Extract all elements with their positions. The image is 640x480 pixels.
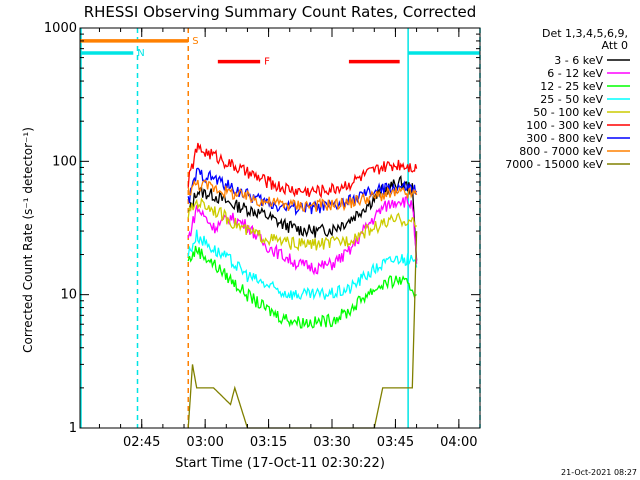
y-tick-label: 1000 — [44, 21, 77, 36]
flag-label: F — [264, 57, 270, 68]
legend-entry-label: 25 - 50 keV — [540, 93, 603, 106]
y-tick-label: 1 — [69, 421, 77, 436]
y-axis-label: Corrected Count Rate (s⁻¹ detector⁻¹) — [21, 127, 35, 353]
series-line — [187, 245, 417, 329]
y-axis: 1 10 100 1000 — [44, 21, 480, 436]
y-tick-label: 100 — [52, 154, 77, 169]
timestamp: 21-Oct-2021 08:27 — [561, 468, 637, 477]
x-tick-label: 02:45 — [123, 435, 160, 450]
flag-label: S — [192, 36, 198, 47]
flag-label: N — [137, 48, 144, 59]
chart-title: RHESSI Observing Summary Count Rates, Co… — [84, 3, 477, 21]
series-line — [187, 179, 418, 213]
series-line — [187, 142, 418, 199]
x-axis-label: Start Time (17-Oct-11 02:30:22) — [175, 456, 385, 471]
legend-entry-label: 12 - 25 keV — [540, 80, 603, 93]
plot-frame — [79, 27, 481, 429]
legend-entry-label: 100 - 300 keV — [526, 119, 603, 132]
legend-header: Det 1,3,4,5,6,9, — [542, 27, 628, 40]
legend-entry-label: 800 - 7000 keV — [519, 145, 603, 158]
series-line — [187, 229, 418, 301]
x-axis: 02:45 03:00 03:15 03:30 03:45 04:00 — [98, 28, 478, 450]
x-tick-label: 03:15 — [250, 435, 287, 450]
legend-header: Att 0 — [602, 39, 628, 52]
x-tick-label: 03:45 — [377, 435, 414, 450]
x-tick-label: 03:30 — [313, 435, 350, 450]
x-tick-label: 04:00 — [440, 435, 477, 450]
legend-entry-label: 3 - 6 keV — [554, 54, 603, 67]
y-tick-label: 10 — [60, 288, 77, 303]
legend-entry-label: 300 - 800 keV — [526, 132, 603, 145]
series-line — [187, 197, 418, 252]
legend-entry-label: 6 - 12 keV — [547, 67, 603, 80]
legend-entry-label: 50 - 100 keV — [533, 106, 603, 119]
x-tick-label: 03:00 — [186, 435, 223, 450]
legend-entry-label: 7000 - 15000 keV — [505, 158, 603, 171]
